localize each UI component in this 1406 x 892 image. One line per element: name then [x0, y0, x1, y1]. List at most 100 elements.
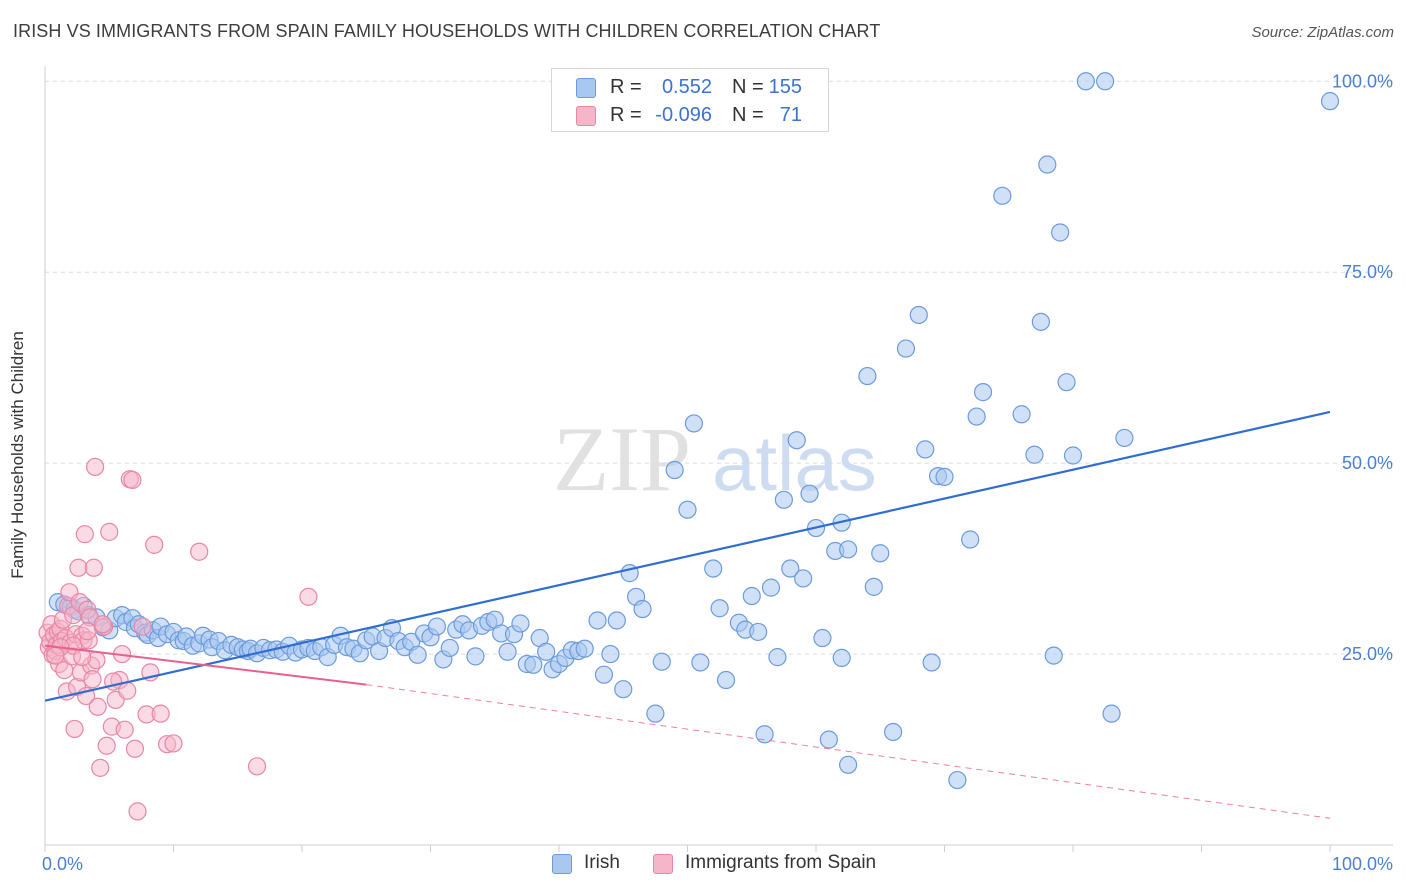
spain-point	[164, 734, 183, 753]
irish-point	[691, 653, 710, 672]
irish-r-value: 0.552	[661, 76, 712, 98]
spain-point	[91, 758, 110, 777]
irish-point	[787, 431, 806, 450]
irish-point	[742, 586, 761, 606]
spain-n-value: 71	[779, 104, 802, 126]
irish-point	[466, 647, 485, 666]
spain-point	[115, 720, 134, 739]
irish-point	[498, 642, 517, 661]
y-tick-label: 100.0%	[1332, 71, 1393, 91]
irish-point	[813, 628, 832, 648]
spain-point	[84, 558, 103, 577]
irish-point	[948, 770, 967, 790]
irish-point	[1057, 373, 1076, 392]
irish-point	[646, 704, 665, 723]
irish-point	[858, 366, 877, 386]
irish-point	[774, 490, 793, 509]
irish-point	[839, 540, 858, 559]
spain-r-label: R =	[610, 104, 642, 126]
irish-trend-line	[44, 410, 1331, 702]
spain-point	[65, 719, 84, 739]
spain-point	[93, 615, 112, 634]
irish-point	[1096, 72, 1115, 91]
irish-point	[594, 665, 614, 684]
irish-point	[408, 645, 427, 664]
irish-point	[614, 680, 633, 699]
irish-point	[537, 642, 556, 661]
source-label: Source: ZipAtlas.com	[1251, 24, 1394, 41]
irish-point	[1012, 405, 1031, 424]
spain-point	[125, 739, 145, 758]
spain-point	[247, 757, 267, 776]
legend-row-irish: R = 0.552 N = 155	[552, 73, 828, 101]
irish-point	[710, 599, 729, 618]
irish-point	[1076, 72, 1095, 91]
spain-n-label: N =	[732, 104, 764, 126]
irish-point	[1063, 446, 1083, 465]
irish-point	[819, 730, 838, 749]
tick-labels: 25.0% 50.0% 75.0% 100.0% 0.0% 100.0%	[42, 71, 1393, 874]
irish-point	[761, 578, 781, 597]
irish-r-label: R =	[610, 76, 642, 98]
irish-point	[575, 639, 594, 658]
spain-point	[145, 535, 164, 554]
irish-point	[704, 559, 723, 578]
irish-point	[896, 339, 916, 358]
irish-swatch	[576, 78, 596, 98]
spain-point	[128, 802, 147, 821]
y-tick-label: 25.0%	[1342, 644, 1393, 664]
spain-point	[69, 558, 88, 577]
correlation-legend: R = 0.552 N = 155 R = -0.096 N = 71	[551, 68, 829, 132]
spain-point	[46, 646, 65, 665]
x-tick-label: 0.0%	[42, 854, 83, 874]
spain-point	[123, 470, 142, 490]
spain-point	[151, 704, 170, 723]
irish-point	[678, 500, 697, 519]
irish-points	[48, 72, 1340, 790]
irish-point	[1044, 646, 1063, 665]
spain-point	[190, 542, 209, 561]
irish-point	[427, 617, 447, 636]
irish-point	[1025, 445, 1044, 464]
x-tick-label: 100.0%	[1332, 854, 1393, 874]
trend-lines	[44, 410, 1331, 819]
irish-point	[716, 670, 736, 690]
irish-point	[993, 186, 1012, 205]
irish-point	[665, 460, 684, 480]
irish-point	[916, 440, 935, 459]
irish-point	[588, 611, 607, 630]
irish-point	[755, 725, 774, 744]
chart-title: IRISH VS IMMIGRANTS FROM SPAIN FAMILY HO…	[13, 21, 881, 41]
spain-point	[83, 670, 102, 689]
irish-point	[800, 484, 819, 503]
irish-point	[1102, 704, 1121, 723]
irish-point	[1051, 223, 1070, 242]
irish-point	[768, 648, 787, 667]
irish-point	[839, 755, 858, 774]
irish-point	[601, 644, 620, 664]
watermark: ZIP atlas	[553, 408, 877, 510]
spain-point	[88, 697, 107, 716]
irish-point	[749, 622, 768, 642]
spain-point	[100, 522, 119, 541]
spain-legend-label: Immigrants from Spain	[685, 852, 877, 873]
y-tick-label: 75.0%	[1342, 262, 1393, 282]
axes	[44, 66, 1393, 852]
irish-point	[440, 638, 459, 658]
irish-n-value: 155	[768, 76, 802, 98]
irish-point	[607, 611, 626, 630]
irish-point	[935, 467, 954, 486]
spain-point	[73, 648, 92, 667]
irish-point	[864, 577, 883, 596]
irish-point	[922, 653, 941, 672]
irish-point	[1038, 155, 1057, 174]
spain-point	[78, 622, 97, 641]
irish-n-label: N =	[732, 76, 764, 98]
irish-point	[684, 414, 704, 433]
irish-point	[1320, 92, 1340, 111]
spain-swatch	[576, 106, 596, 126]
irish-point	[511, 614, 530, 633]
irish-point	[961, 530, 980, 549]
irish-point	[1115, 428, 1134, 448]
